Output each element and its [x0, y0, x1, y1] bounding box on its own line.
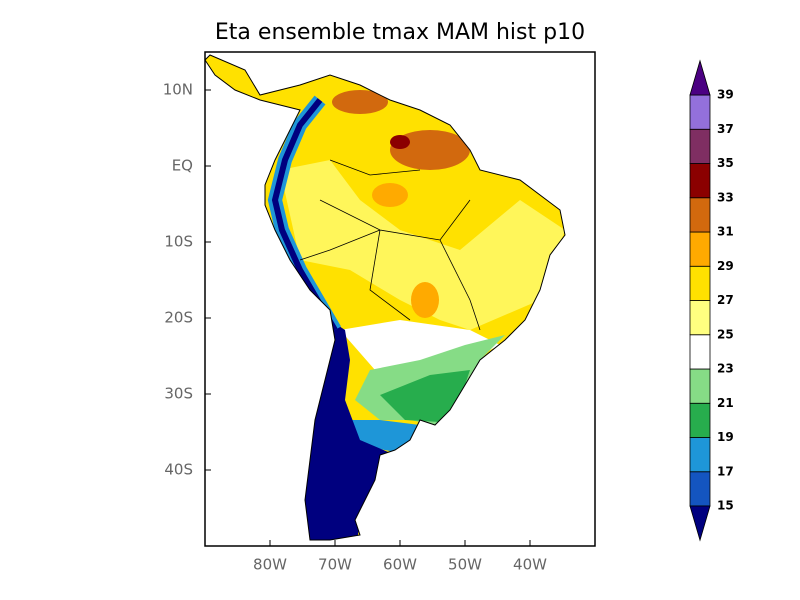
colorbar-box — [689, 300, 711, 336]
x-tick-label: 70W — [318, 556, 352, 574]
x-tick-label: 50W — [448, 556, 482, 574]
x-tick-label: 80W — [253, 556, 287, 574]
colorbar-box — [689, 368, 711, 404]
colorbar-box — [689, 471, 711, 507]
colorbar-low — [689, 505, 711, 542]
field-zone — [390, 135, 410, 149]
x-tick-label: 40W — [513, 556, 547, 574]
colorbar-label: 25 — [717, 327, 734, 341]
colorbar-label: 19 — [717, 430, 734, 444]
field-zone — [280, 160, 565, 330]
colorbar-box — [689, 334, 711, 370]
field-zone — [271, 98, 338, 332]
colorbar-box — [689, 402, 711, 438]
temperature-field — [205, 55, 565, 540]
colorbar-label: 17 — [717, 464, 734, 478]
colorbar-box — [689, 437, 711, 473]
field-zone — [372, 183, 408, 207]
y-tick-label: 20S — [164, 309, 193, 327]
colorbar-box — [689, 265, 711, 301]
field-zone — [332, 90, 388, 114]
colorbar-label: 35 — [717, 156, 734, 170]
colorbar-label: 33 — [717, 190, 734, 204]
y-tick-label: 10S — [164, 233, 193, 251]
colorbar-label: 29 — [717, 259, 734, 273]
y-tick-label: 10N — [163, 81, 193, 99]
field-zone — [390, 130, 470, 170]
x-tick-label: 60W — [383, 556, 417, 574]
field-zone — [380, 370, 470, 422]
y-tick-label: EQ — [172, 157, 193, 175]
colorbar-label: 23 — [717, 362, 734, 376]
y-tick-label: 30S — [164, 385, 193, 403]
colorbar-label: 31 — [717, 225, 734, 239]
colorbar-label: 39 — [717, 88, 734, 102]
colorbar-box — [689, 128, 711, 164]
colorbar-label: 37 — [717, 122, 734, 136]
colorbar-label: 21 — [717, 396, 734, 410]
y-tick-label: 40S — [164, 461, 193, 479]
colorbar-label: 27 — [717, 293, 734, 307]
colorbar-box — [689, 231, 711, 267]
field-zone — [411, 282, 439, 318]
colorbar-box — [689, 197, 711, 233]
borders — [299, 159, 481, 331]
colorbar-box — [689, 94, 711, 130]
colorbar-box — [689, 163, 711, 199]
colorbar-high — [689, 59, 711, 96]
colorbar-label: 15 — [717, 499, 734, 513]
map-title: Eta ensemble tmax MAM hist p10 — [215, 20, 585, 45]
